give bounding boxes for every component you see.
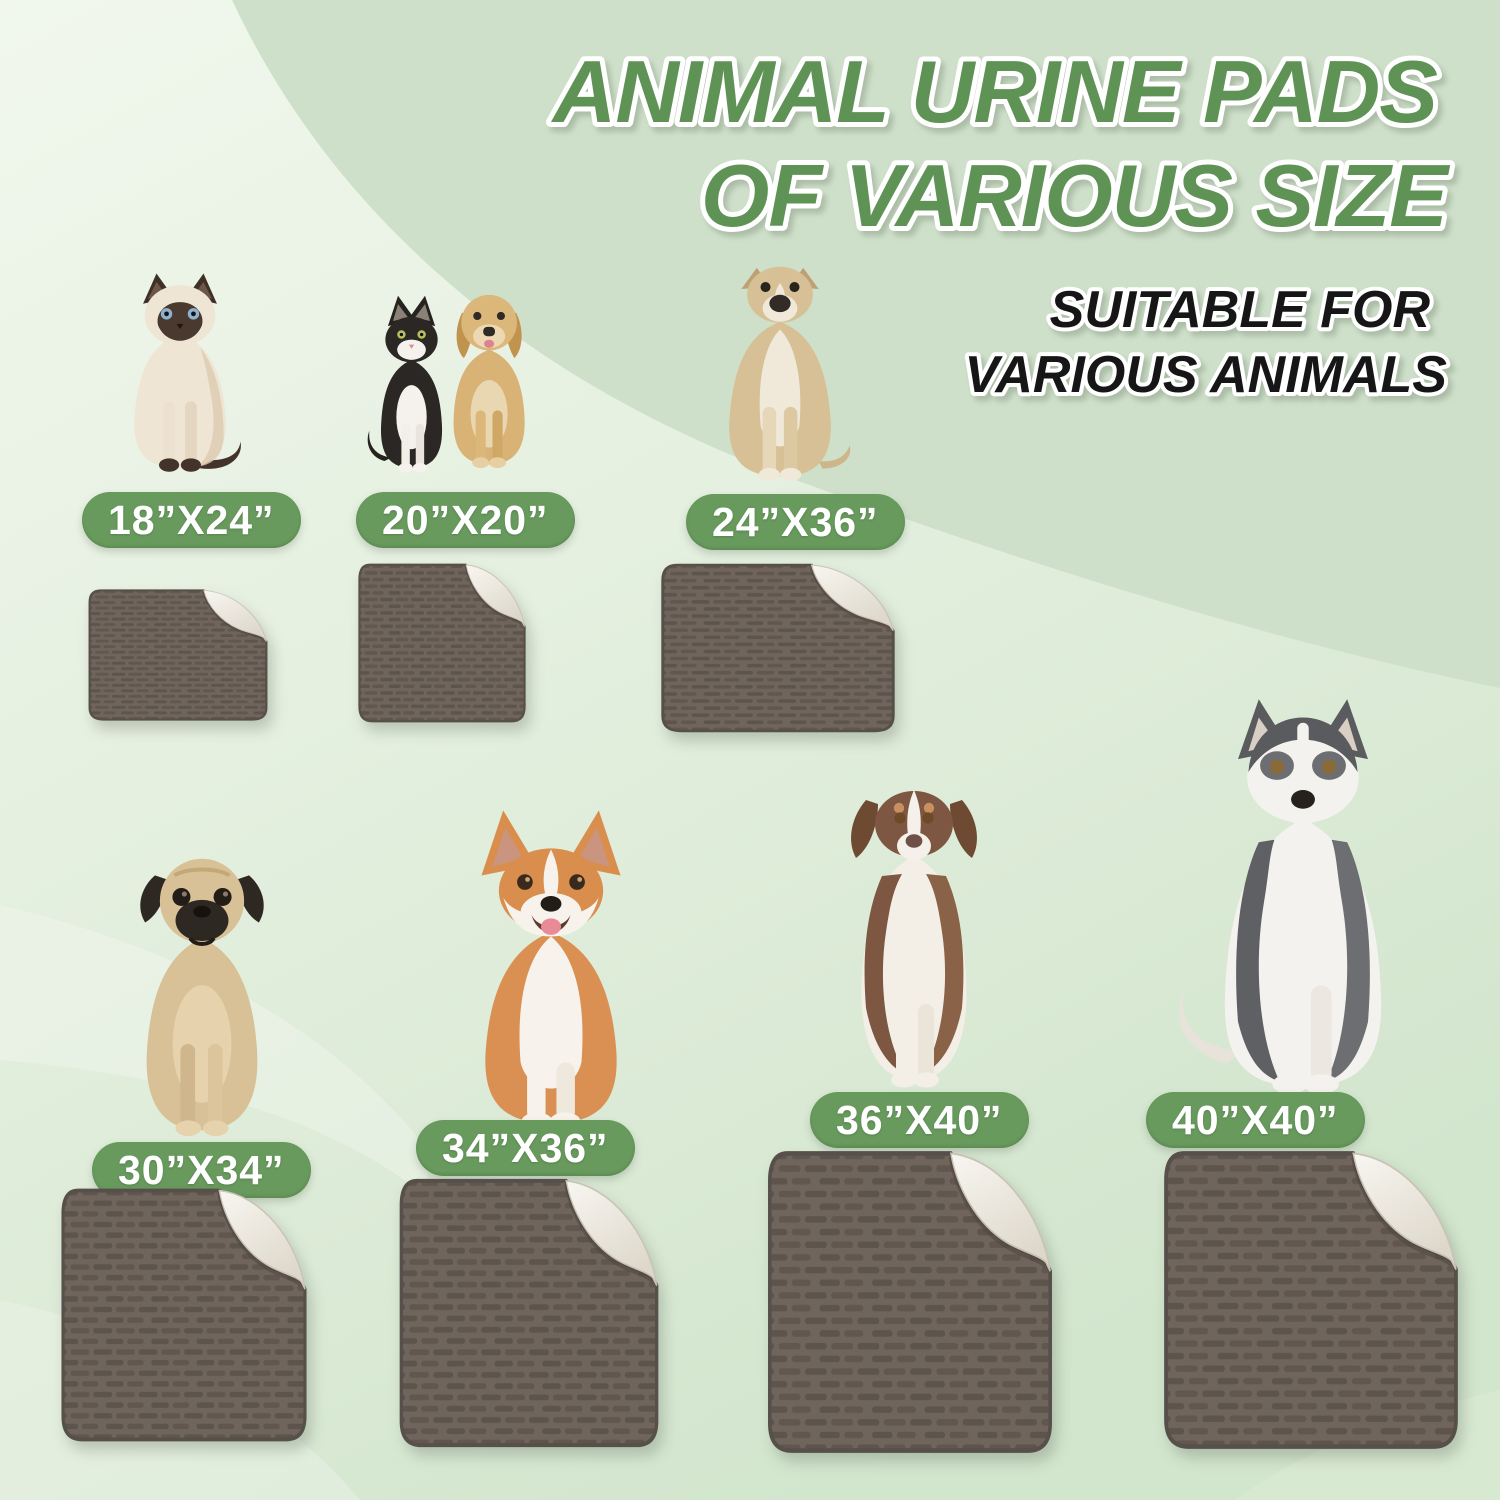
pad-fold-corner — [949, 1152, 1051, 1272]
size-badge-40x40: 40”X40” — [1146, 1092, 1365, 1148]
pee-pad-illustration — [88, 589, 268, 721]
pee-pad-illustration — [399, 1178, 659, 1448]
pee-pad-36x40 — [764, 1148, 1056, 1456]
size-badge-24x36: 24”X36” — [686, 494, 905, 550]
pee-pad-18x24 — [86, 588, 270, 722]
australian-shepherd-photo — [814, 764, 1014, 1108]
pad-fold-shadow — [1351, 1156, 1453, 1267]
pee-pad-20x20 — [356, 562, 528, 724]
pad-fold-corner — [465, 564, 525, 628]
husky-photo — [1160, 694, 1446, 1092]
pad-fold-corner — [565, 1179, 658, 1287]
pad-fold-shadow — [464, 566, 523, 626]
pad-fold-shadow — [217, 1193, 303, 1287]
pad-fold-shadow — [564, 1183, 654, 1283]
pug-photo — [104, 842, 300, 1144]
size-badge-36x40: 36”X40” — [810, 1092, 1029, 1148]
pad-fold-corner — [203, 589, 267, 642]
pad-fold-shadow — [948, 1156, 1048, 1269]
tan-dog-photo — [682, 260, 878, 488]
pee-pad-illustration — [661, 563, 895, 733]
pad-fold-shadow — [202, 591, 265, 641]
pad-fold-corner — [218, 1189, 306, 1290]
pad-fold-corner — [1352, 1152, 1457, 1271]
pee-pad-illustration — [1164, 1151, 1458, 1449]
pad-fold-corner — [810, 564, 894, 632]
pee-pad-illustration — [768, 1151, 1052, 1453]
background-swoosh-top-right — [232, 0, 1500, 688]
corgi-photo — [420, 806, 682, 1132]
pee-pad-30x34 — [58, 1186, 310, 1444]
size-badge-20x20: 20”X20” — [356, 492, 575, 548]
pee-pad-40x40 — [1160, 1148, 1462, 1452]
pee-pad-illustration — [358, 563, 526, 723]
tuxedo-cat-and-puppy-photo — [350, 262, 554, 488]
siamese-cat-photo — [96, 270, 264, 482]
pee-pad-24x36 — [658, 562, 898, 734]
pee-pad-illustration — [61, 1188, 307, 1442]
pee-pad-34x36 — [396, 1176, 662, 1450]
pad-fold-shadow — [809, 566, 891, 630]
size-badge-34x36: 34”X36” — [416, 1120, 635, 1176]
size-badge-30x34: 30”X34” — [92, 1142, 311, 1198]
size-badge-18x24: 18”X24” — [82, 492, 301, 548]
